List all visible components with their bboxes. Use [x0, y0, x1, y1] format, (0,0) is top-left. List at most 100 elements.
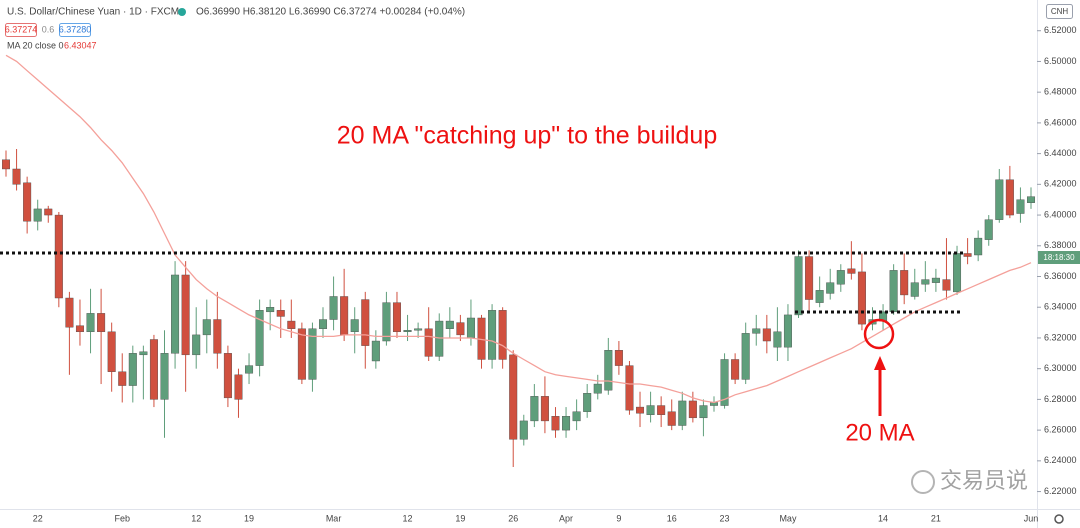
y-tick-label: 6.30000 — [1044, 363, 1077, 373]
spread: 0.6 — [42, 24, 55, 34]
watermark-text: 交易员说 — [940, 468, 1028, 493]
candle-body — [974, 237, 983, 256]
y-tick-label: 6.32000 — [1044, 332, 1077, 342]
candle-body — [540, 396, 549, 422]
candle-body — [65, 297, 74, 328]
candle-body — [371, 340, 380, 362]
candle-body — [826, 282, 835, 294]
candle-body — [646, 405, 655, 415]
y-tick-label: 6.36000 — [1044, 271, 1077, 281]
candle-body — [604, 350, 613, 391]
candle-body — [509, 354, 518, 440]
candle-body — [23, 182, 32, 222]
candle-body — [171, 274, 180, 354]
ohlc-quote: O6.36990 H6.38120 L6.36990 C6.37274 +0.0… — [196, 7, 465, 18]
candle-body — [593, 383, 602, 394]
candle-body — [181, 274, 190, 356]
header: U.S. Dollar/Chinese Yuan · 1D · FXCM O6.… — [5, 7, 465, 51]
x-tick-label: Apr — [559, 513, 573, 523]
candle-body — [287, 320, 296, 329]
candle-body — [435, 320, 444, 357]
sell-box[interactable] — [5, 23, 37, 37]
x-tick-label: Feb — [114, 513, 130, 523]
annotation: 20 MA "catching up" to the buildup — [337, 122, 718, 150]
candle-body — [773, 331, 782, 348]
status-dot — [178, 8, 186, 16]
candle-body — [12, 168, 21, 185]
candle-body — [107, 331, 116, 372]
candle-body — [255, 310, 264, 366]
candle-body — [350, 319, 359, 333]
y-tick-label: 6.40000 — [1044, 209, 1077, 219]
candle-body — [75, 325, 84, 333]
settings-icon[interactable] — [1054, 514, 1064, 524]
candle-body — [699, 405, 708, 419]
candle-body — [86, 313, 95, 333]
y-tick-label: 6.42000 — [1044, 179, 1077, 189]
y-tick-label: 6.26000 — [1044, 424, 1077, 434]
candle-body — [276, 310, 285, 317]
candle-body — [308, 328, 317, 380]
candle-body — [562, 416, 571, 431]
candle-body — [202, 319, 211, 336]
candle-body — [361, 299, 370, 346]
sell-price: 6.37274 — [5, 24, 38, 34]
countdown: 18:18:30 — [1043, 253, 1075, 262]
candle-body — [466, 317, 475, 339]
y-tick-label: 6.50000 — [1044, 56, 1077, 66]
arrow-head — [874, 356, 886, 370]
x-tick-label: 26 — [508, 513, 518, 523]
candle-body — [192, 334, 201, 356]
x-tick-label: 14 — [878, 513, 888, 523]
candle-body — [741, 333, 750, 380]
x-tick-label: 16 — [667, 513, 677, 523]
candle-body — [456, 322, 465, 336]
candle-body — [857, 271, 866, 325]
x-tick-label: Jun — [1024, 513, 1039, 523]
candle-body — [160, 353, 169, 400]
candle-body — [340, 296, 349, 336]
candle-body — [424, 328, 433, 357]
y-tick-label: 6.48000 — [1044, 87, 1077, 97]
x-tick-label: 12 — [403, 513, 413, 523]
candle-body — [572, 411, 581, 422]
candle-body — [1016, 199, 1025, 214]
candle-body — [836, 270, 845, 285]
y-tick-label: 6.44000 — [1044, 148, 1077, 158]
candle-body — [900, 270, 909, 296]
candle-body — [953, 253, 962, 293]
y-tick-label: 6.24000 — [1044, 455, 1077, 465]
candle-body — [319, 319, 328, 329]
currency: CNH — [1051, 7, 1069, 16]
candle-body — [942, 279, 951, 291]
candle-body — [678, 400, 687, 426]
candle-body — [33, 208, 42, 222]
watermark-icon — [911, 470, 935, 494]
candle-body — [815, 290, 824, 303]
candle-body — [530, 396, 539, 422]
x-tick-label: 21 — [931, 513, 941, 523]
candle-body — [847, 268, 856, 274]
x-tick-label: May — [779, 513, 797, 523]
candle-body — [54, 214, 63, 299]
candle-body — [44, 208, 53, 216]
candle-body — [1005, 179, 1014, 216]
buy-box[interactable] — [59, 23, 91, 37]
currency-box[interactable] — [1046, 4, 1073, 19]
x-tick-label: 23 — [720, 513, 730, 523]
candle-body — [636, 406, 645, 414]
candle-body — [498, 310, 507, 360]
ma-legend-value: 6.43047 — [64, 40, 97, 50]
candle-body — [329, 296, 338, 320]
watermark: 交易员说 — [911, 468, 1028, 494]
candle-body — [583, 393, 592, 412]
x-tick-label: 19 — [455, 513, 465, 523]
chart-title: U.S. Dollar/Chinese Yuan · 1D · FXCM — [7, 7, 179, 18]
x-tick-label: 19 — [244, 513, 254, 523]
candle-body — [551, 416, 560, 431]
buy-price: 6.37280 — [59, 24, 92, 34]
